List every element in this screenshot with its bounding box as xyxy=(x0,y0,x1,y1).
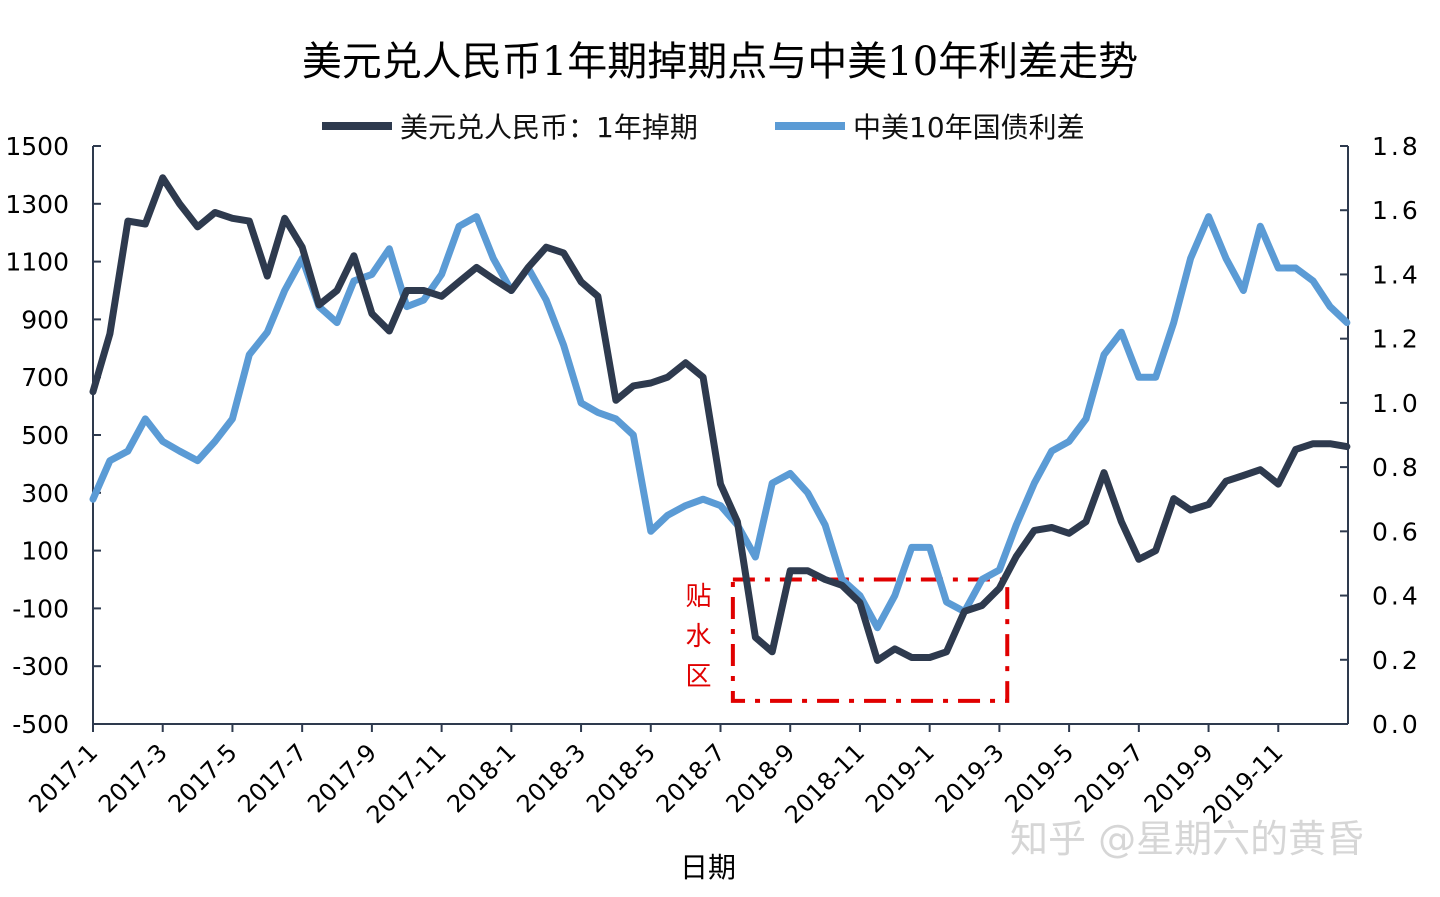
x-tick-label: 2018-7 xyxy=(651,738,731,818)
right-tick-label: 1.4 xyxy=(1372,260,1421,289)
forward-points-line xyxy=(89,174,1351,664)
right-tick-label: 1.8 xyxy=(1372,132,1421,161)
legend-label-forward-points: 美元兑人民币：1年掉期 xyxy=(400,111,698,144)
left-tick-label: -100 xyxy=(12,594,69,623)
chart-title: 美元兑人民币1年期掉期点与中美10年利差走势 xyxy=(302,39,1138,85)
x-tick-label: 2017-7 xyxy=(232,738,312,818)
x-tick-label: 2019-3 xyxy=(930,738,1010,818)
right-tick-label: 0.2 xyxy=(1372,646,1421,675)
x-tick-label: 2018-1 xyxy=(442,738,522,818)
left-tick-label: 900 xyxy=(21,305,69,334)
right-tick-label: 0.8 xyxy=(1372,453,1421,482)
x-tick-label: 2018-5 xyxy=(581,738,661,818)
left-tick-label: 300 xyxy=(21,479,69,508)
left-tick-label: -500 xyxy=(12,710,69,739)
x-axis-label: 日期 xyxy=(680,851,736,884)
left-tick-label: -300 xyxy=(12,652,69,681)
legend-label-yield-spread: 中美10年国债利差 xyxy=(853,111,1085,144)
x-tick-label: 2017-1 xyxy=(23,738,103,818)
right-tick-label: 1.6 xyxy=(1372,196,1421,225)
left-tick-label: 1100 xyxy=(5,248,69,277)
right-tick-label: 0.6 xyxy=(1372,517,1421,546)
left-tick-label: 500 xyxy=(21,421,69,450)
right-tick-label: 0.0 xyxy=(1372,710,1421,739)
x-tick-label: 2019-7 xyxy=(1069,738,1149,818)
yield-spread-line xyxy=(89,213,1351,632)
discount-zone-box xyxy=(730,577,1010,703)
left-tick-label: 1300 xyxy=(5,190,69,219)
x-tick-label: 2019-5 xyxy=(999,738,1079,818)
left-tick-label: 100 xyxy=(21,537,69,566)
x-tick-label: 2019-1 xyxy=(860,738,940,818)
left-tick-label: 1500 xyxy=(5,132,69,161)
watermark: 知乎 @星期六的黄昏 xyxy=(1010,817,1364,861)
x-tick-label: 2017-5 xyxy=(163,738,243,818)
right-tick-label: 1.2 xyxy=(1372,325,1421,354)
discount-zone-label: 贴水区 xyxy=(681,582,711,702)
left-tick-label: 700 xyxy=(21,363,69,392)
x-tick-label: 2018-3 xyxy=(511,738,591,818)
right-tick-label: 0.4 xyxy=(1372,582,1421,611)
right-tick-label: 1.0 xyxy=(1372,389,1421,418)
x-tick-label: 2017-3 xyxy=(93,738,173,818)
legend: 美元兑人民币：1年掉期 中美10年国债利差 xyxy=(322,111,1085,144)
